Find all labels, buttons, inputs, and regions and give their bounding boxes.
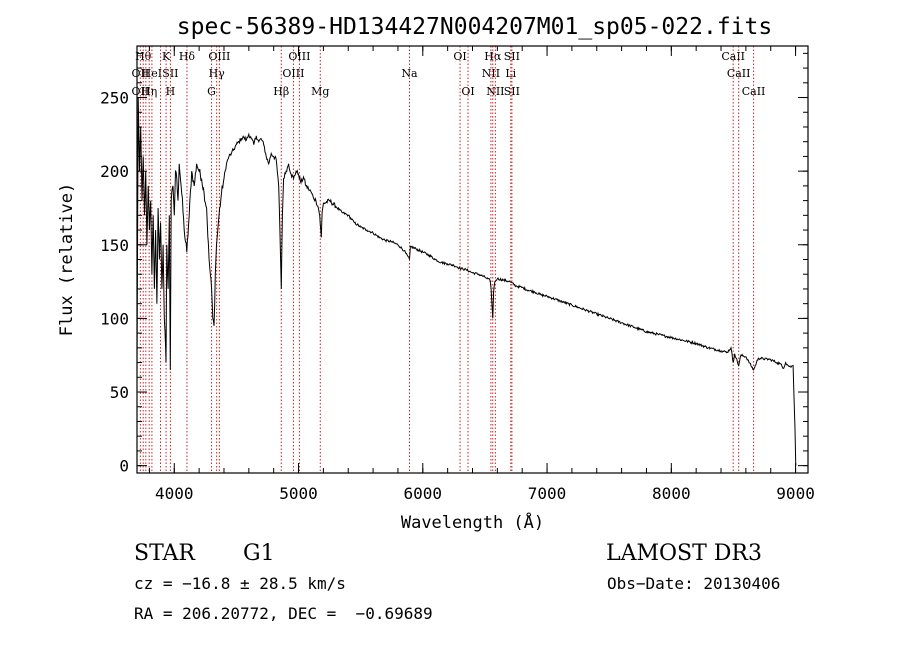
spectral-line-label: Hη: [141, 85, 157, 98]
spectral-line-label: CaII: [727, 67, 751, 80]
spectral-line-label: Hγ: [209, 67, 226, 80]
y-tick-label: 250: [100, 89, 129, 108]
coordinates-readout: RA = 206.20772, DEC = −0.69689: [134, 604, 433, 623]
spectral-line-label: G: [207, 85, 216, 98]
obs-date: Obs−Date: 20130406: [607, 574, 781, 593]
spectral-line-label: SII: [504, 85, 520, 98]
spectral-line-label: H: [166, 85, 176, 98]
y-axis-label: Flux (relative): [57, 183, 77, 337]
spectral-line-label: NII: [486, 85, 504, 98]
x-tick-label: 9000: [776, 484, 815, 503]
survey-name: LAMOST DR3: [606, 541, 762, 566]
spectral-line-label: OII: [131, 67, 149, 80]
spectral-line-label: OIII: [208, 50, 230, 63]
spectral-line-label: CaII: [721, 50, 745, 63]
spectrum-line: [136, 97, 797, 466]
x-tick-label: 8000: [652, 484, 691, 503]
spectral-line-label: OI: [461, 85, 474, 98]
spectral-line-label: OII: [131, 85, 149, 98]
spectrum-chart: spec-56389-HD134427N004207M01_sp05-022.f…: [57, 14, 815, 533]
spectral-line-label: Mg: [311, 85, 329, 98]
spectral-line-label: CaII: [742, 85, 766, 98]
y-tick-label: 0: [119, 457, 129, 476]
x-tick-label: 5000: [279, 484, 318, 503]
object-subclass: G1: [243, 541, 275, 566]
spectral-line-label: OIII: [288, 50, 310, 63]
spectral-line-label: OI: [453, 50, 466, 63]
spectral-line-label: Hα: [484, 50, 502, 63]
chart-title: spec-56389-HD134427N004207M01_sp05-022.f…: [177, 14, 772, 40]
plot-frame: [136, 45, 809, 474]
spectral-line-label: OIII: [282, 67, 304, 80]
spectral-line-label: NII: [482, 67, 500, 80]
spectral-line-label: Hβ: [273, 85, 289, 98]
spectral-line-label: Hδ: [179, 50, 196, 63]
redshift-readout: cz = −16.8 ± 28.5 km/s: [134, 574, 346, 593]
x-axis-label: Wavelength (Å): [401, 511, 544, 533]
x-tick-label: 7000: [528, 484, 567, 503]
y-tick-label: 50: [110, 383, 129, 402]
spectral-line-label: SII: [504, 50, 520, 63]
x-tick-label: 6000: [404, 484, 443, 503]
y-tick-label: 200: [100, 162, 129, 181]
spectral-line-label: Na: [401, 67, 418, 80]
y-tick-label: 100: [100, 309, 129, 328]
spectral-line-label: Li: [505, 67, 516, 80]
x-tick-label: 4000: [155, 484, 194, 503]
spectral-line-label: SII: [162, 67, 178, 80]
object-class: STAR: [134, 541, 195, 566]
spectral-line-label: K: [162, 50, 171, 63]
spectral-line-label: HeI: [142, 67, 162, 80]
y-tick-label: 150: [100, 236, 129, 255]
